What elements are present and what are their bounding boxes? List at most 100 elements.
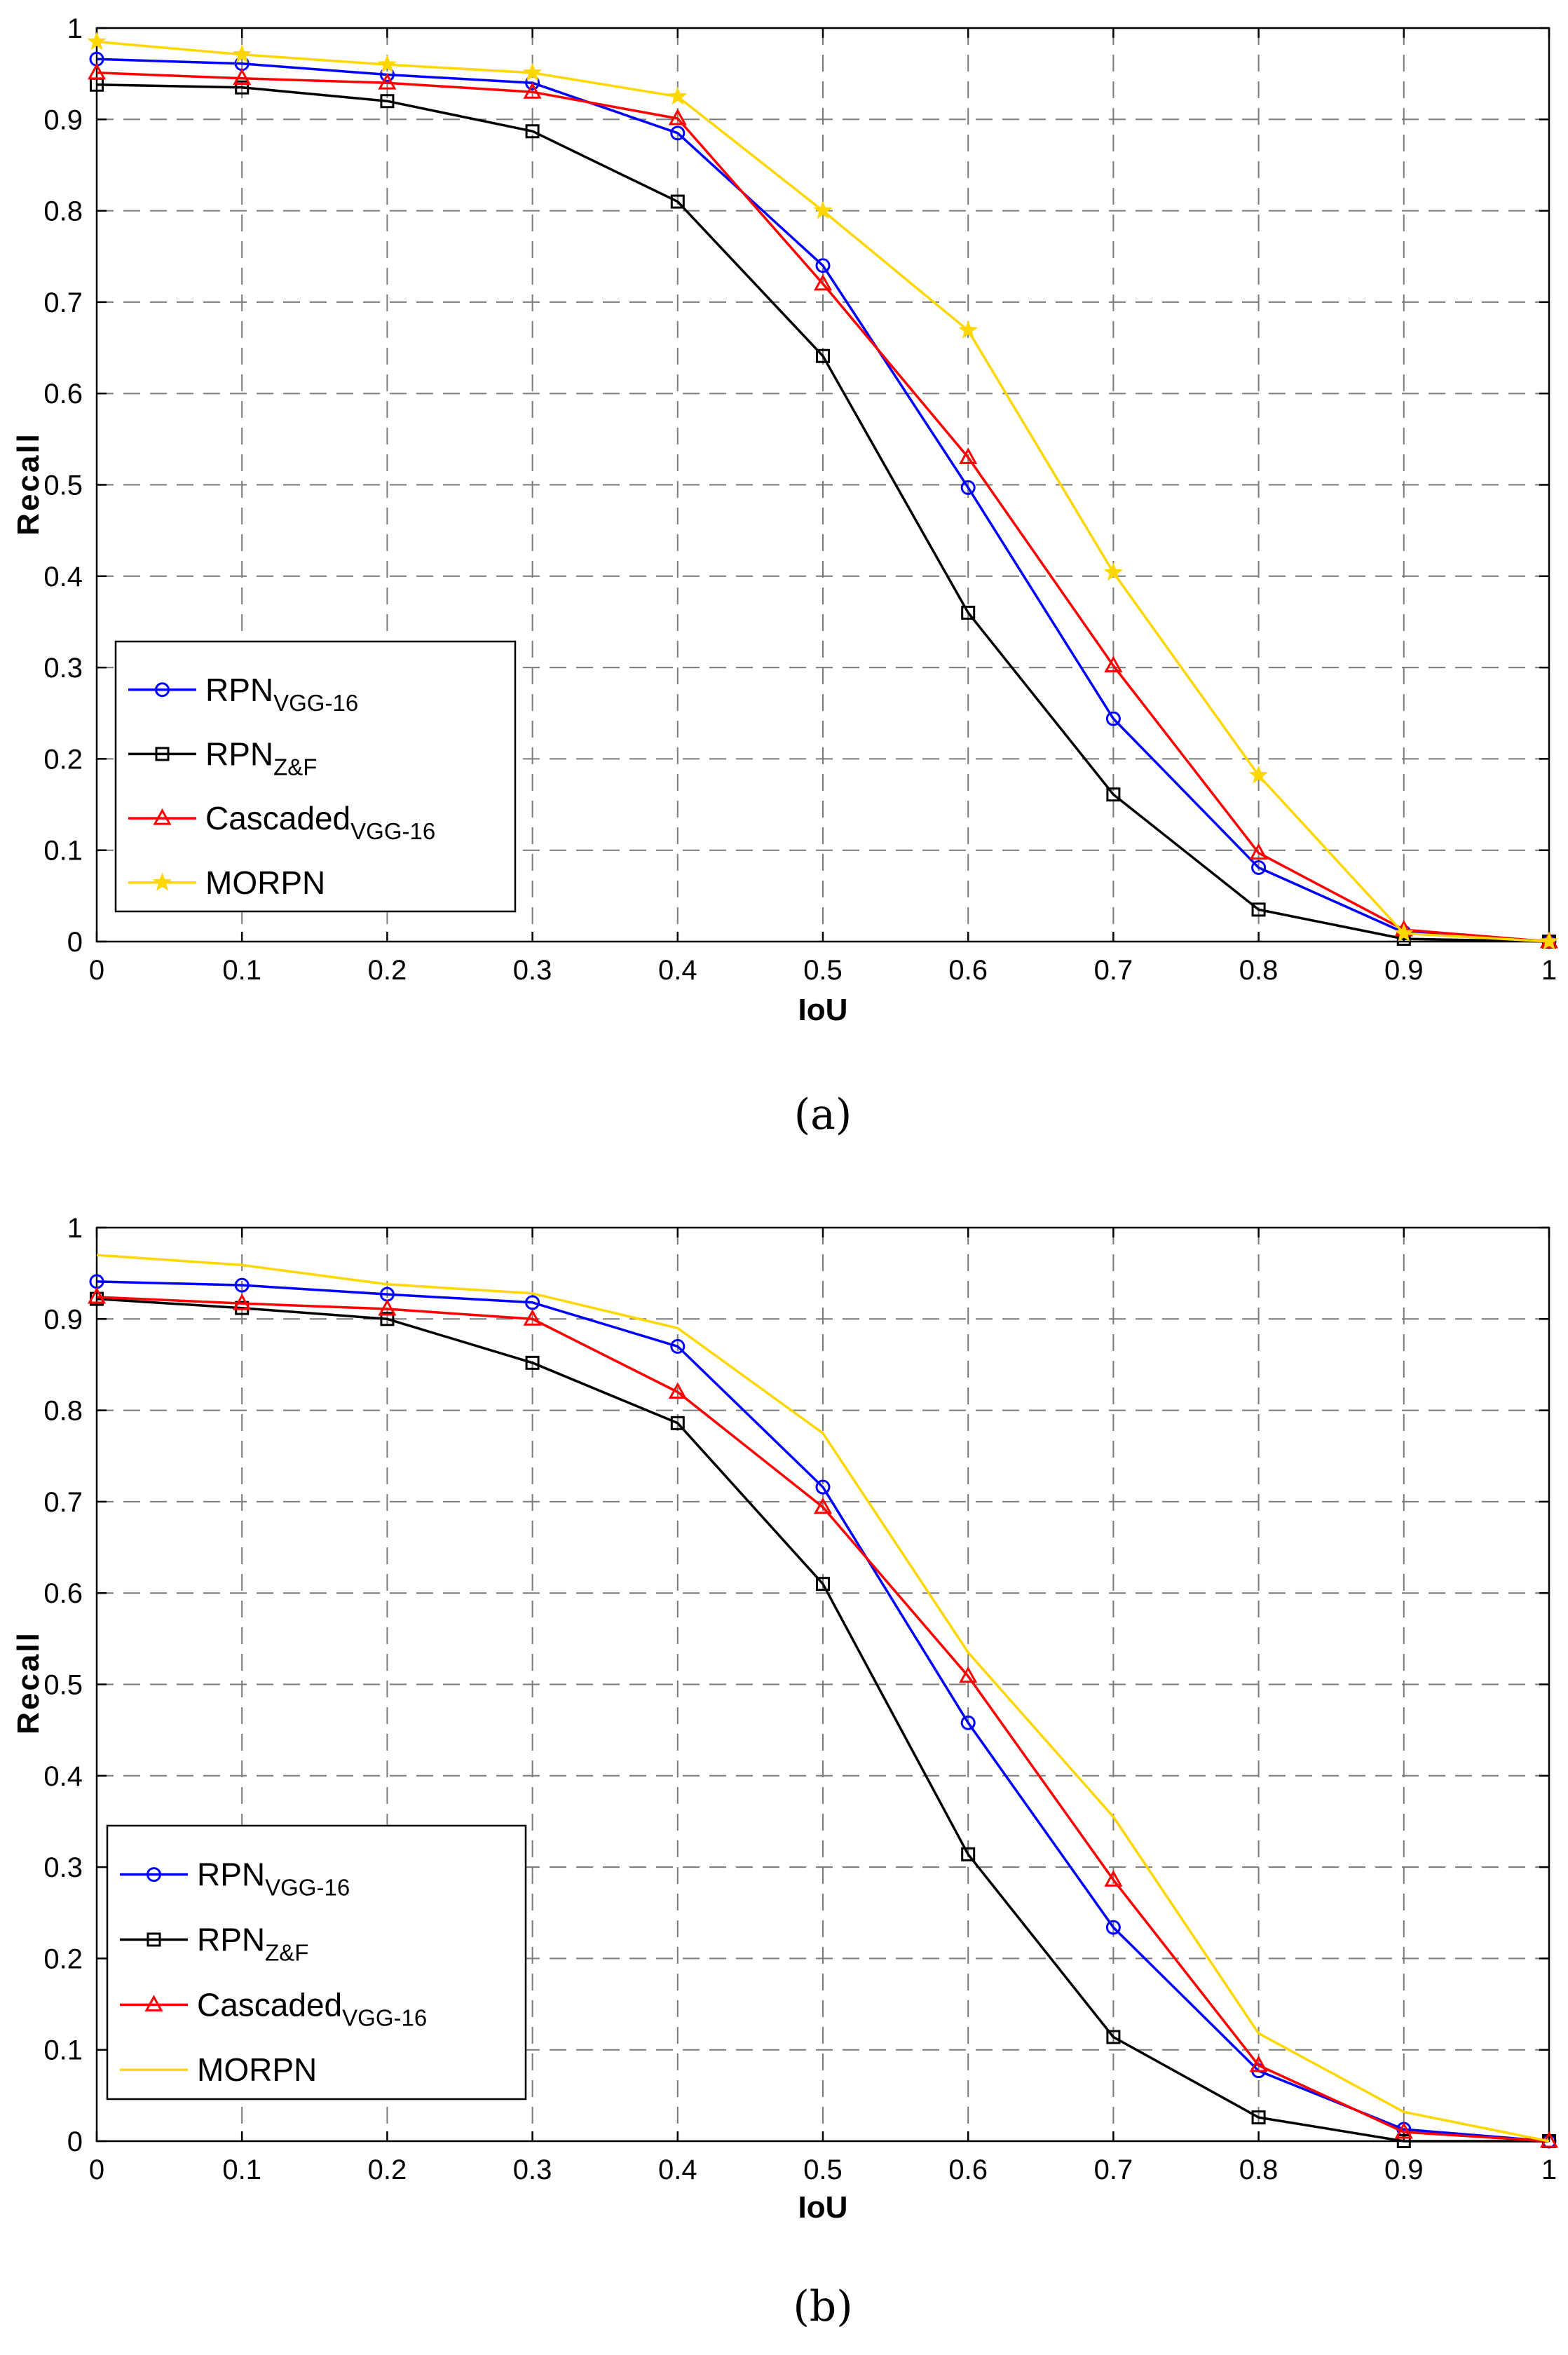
y-tick-label: 0.9	[43, 1304, 83, 1335]
data-point-rpn_zf	[1396, 2134, 1411, 2148]
series-line-rpn_vgg16	[96, 1280, 1550, 2143]
legend-label: RPNVGG-16	[197, 1857, 350, 1901]
data-point-rpn_vgg16	[1251, 860, 1267, 875]
legend-swatch-marker	[144, 1995, 163, 2011]
y-tick-label: 0.1	[43, 2035, 83, 2066]
legend-label: CascadedVGG-16	[197, 1986, 427, 2030]
data-point-morpn	[1394, 923, 1414, 942]
data-point-cascaded	[1249, 843, 1268, 860]
y-tick-label: 0.4	[43, 562, 83, 592]
figure-caption: (a)	[794, 1090, 852, 1139]
data-point-cascaded	[959, 1666, 978, 1683]
data-point-rpn_zf	[380, 94, 395, 109]
legend-swatch-marker	[155, 682, 170, 698]
data-point-cascaded	[959, 447, 978, 464]
x-axis-title: IoU	[798, 2190, 848, 2225]
data-point-rpn_zf	[525, 124, 540, 139]
data-point-cascaded	[378, 73, 397, 90]
figure-caption: (b)	[793, 2282, 852, 2331]
legend-label: MORPN	[197, 2051, 317, 2088]
data-point-cascaded	[233, 1294, 252, 1310]
data-point-cascaded	[378, 1298, 397, 1316]
y-tick-label: 0.3	[43, 653, 83, 684]
data-point-cascaded	[1394, 2122, 1413, 2139]
y-tick-label: 0.2	[43, 1943, 83, 1974]
x-axis-title: IoU	[798, 993, 848, 1027]
data-point-morpn	[1539, 931, 1559, 950]
x-tick-label: 0.3	[513, 955, 552, 986]
legend-label: MORPN	[205, 864, 325, 901]
y-tick-label: 0.5	[43, 1670, 83, 1701]
legend-label: RPNZ&F	[205, 735, 317, 780]
series-line-morpn	[96, 1254, 1550, 2143]
data-point-rpn_vgg16	[960, 480, 976, 495]
y-tick-label: 0.8	[43, 196, 83, 227]
x-tick-label: 1	[1541, 955, 1557, 986]
x-tick-label: 0.5	[803, 2154, 843, 2185]
x-tick-label: 0.1	[222, 955, 261, 986]
x-tick-label: 0.4	[658, 2154, 697, 2185]
y-axis-title: Recall	[11, 432, 46, 536]
data-point-rpn_zf	[1106, 2030, 1121, 2044]
y-tick-label: 1	[67, 1213, 83, 1244]
data-point-cascaded	[87, 1287, 107, 1304]
data-point-cascaded	[233, 68, 252, 86]
y-tick-label: 0.3	[43, 1852, 83, 1883]
legend-swatch-marker	[152, 872, 172, 891]
x-tick-label: 0.2	[368, 955, 407, 986]
data-point-rpn_zf	[1106, 787, 1121, 802]
x-tick-label: 0.8	[1239, 955, 1279, 986]
data-point-cascaded	[668, 108, 687, 125]
legend-swatch-marker	[146, 1867, 161, 1882]
series-line-rpn_vgg16	[96, 57, 1550, 943]
data-point-rpn_zf	[670, 194, 685, 209]
data-point-morpn	[87, 32, 107, 50]
data-point-cascaded	[523, 82, 542, 99]
legend-swatch-marker	[153, 808, 172, 825]
x-tick-label: 0.2	[368, 2154, 407, 2185]
y-tick-label: 0.4	[43, 1761, 83, 1792]
data-point-rpn_zf	[816, 1577, 830, 1592]
x-tick-label: 0.5	[803, 955, 843, 986]
data-point-cascaded	[813, 1497, 833, 1514]
data-point-cascaded	[87, 62, 107, 80]
y-axis-title: Recall	[11, 1631, 46, 1735]
data-point-cascaded	[1104, 656, 1123, 672]
data-point-rpn_vgg16	[670, 125, 686, 141]
data-point-morpn	[958, 320, 978, 339]
data-point-rpn_vgg16	[1105, 1920, 1121, 1935]
data-point-cascaded	[668, 1382, 687, 1399]
x-tick-label: 0	[89, 955, 104, 986]
data-point-morpn	[377, 54, 397, 73]
data-point-rpn_vgg16	[815, 1479, 831, 1495]
x-tick-label: 0.8	[1239, 2154, 1279, 2185]
data-point-cascaded	[1104, 1870, 1123, 1887]
data-point-morpn	[232, 44, 252, 63]
data-point-rpn_vgg16	[960, 1715, 976, 1730]
data-point-rpn_zf	[525, 1355, 540, 1370]
y-tick-label: 0.6	[43, 1578, 83, 1609]
legend: RPNVGG-16 RPNZ&F CascadedVGG-16 MORPN	[106, 1824, 527, 2101]
x-tick-label: 0.6	[948, 2154, 988, 2185]
data-point-rpn_zf	[235, 80, 250, 95]
y-tick-label: 1	[67, 13, 83, 44]
y-tick-label: 0.8	[43, 1396, 83, 1427]
data-point-rpn_vgg16	[234, 1277, 250, 1293]
x-tick-label: 0.6	[948, 955, 988, 986]
series-line-rpn_zf	[96, 83, 1550, 943]
legend-label: RPNVGG-16	[205, 672, 358, 716]
chart-panel-b: 0 0.1 0.2 0.3 0.4 0.5 0.6 0.7 0.8 0.9 1 0 0.1 0.2 0.3 0…	[11, 1213, 1559, 2331]
series-line-cascaded	[96, 1296, 1550, 2143]
y-tick-label: 0.1	[43, 836, 83, 867]
y-tick-label: 0	[67, 927, 83, 958]
data-point-morpn	[1248, 765, 1269, 784]
y-tick-label: 0	[67, 2126, 83, 2157]
x-tick-label: 0.7	[1094, 2154, 1133, 2185]
x-tick-label: 0.9	[1384, 955, 1424, 986]
data-point-cascaded	[1249, 2055, 1268, 2072]
y-tick-label: 0.7	[43, 287, 83, 318]
data-point-rpn_zf	[380, 1312, 395, 1326]
series-line-cascaded	[96, 72, 1550, 943]
data-point-rpn_vgg16	[525, 1295, 540, 1310]
data-point-rpn_zf	[961, 1847, 976, 1861]
